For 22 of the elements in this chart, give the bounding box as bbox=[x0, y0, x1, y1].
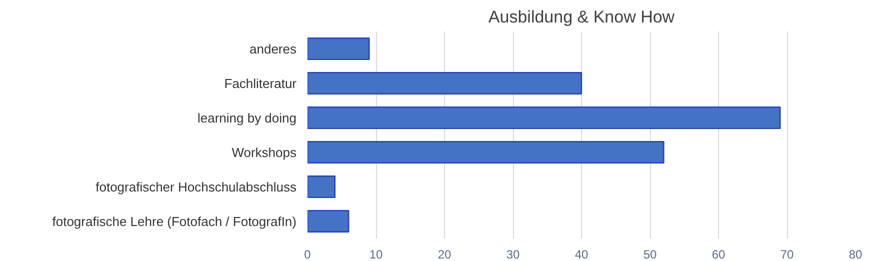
bar bbox=[308, 175, 336, 198]
y-tick-label: fotografische Lehre (Fotofach / FotografIn) bbox=[52, 214, 297, 229]
x-tick-label: 10 bbox=[369, 248, 383, 261]
x-tick-label: 60 bbox=[712, 248, 726, 261]
y-tick-label: Fachliteratur bbox=[224, 76, 298, 91]
x-tick-label: 50 bbox=[643, 248, 657, 261]
bar bbox=[308, 140, 664, 164]
x-tick-label: 70 bbox=[780, 248, 794, 261]
bar bbox=[308, 37, 370, 60]
x-tick-label: 30 bbox=[506, 248, 520, 261]
bar bbox=[308, 106, 781, 130]
y-tick-label: learning by doing bbox=[197, 110, 297, 126]
bar bbox=[308, 72, 582, 95]
y-tick-label: anderes bbox=[250, 41, 297, 56]
y-tick-label: fotografischer Hochschulabschluss bbox=[96, 179, 297, 194]
x-tick-label: 20 bbox=[438, 248, 452, 261]
x-tick-label: 0 bbox=[304, 248, 312, 261]
y-tick-label: Workshops bbox=[232, 144, 297, 160]
x-tick-label: 80 bbox=[848, 248, 862, 261]
chart-title: Ausbildung & Know How bbox=[488, 8, 676, 26]
x-tick-label: 40 bbox=[574, 248, 588, 261]
bar bbox=[308, 210, 350, 233]
